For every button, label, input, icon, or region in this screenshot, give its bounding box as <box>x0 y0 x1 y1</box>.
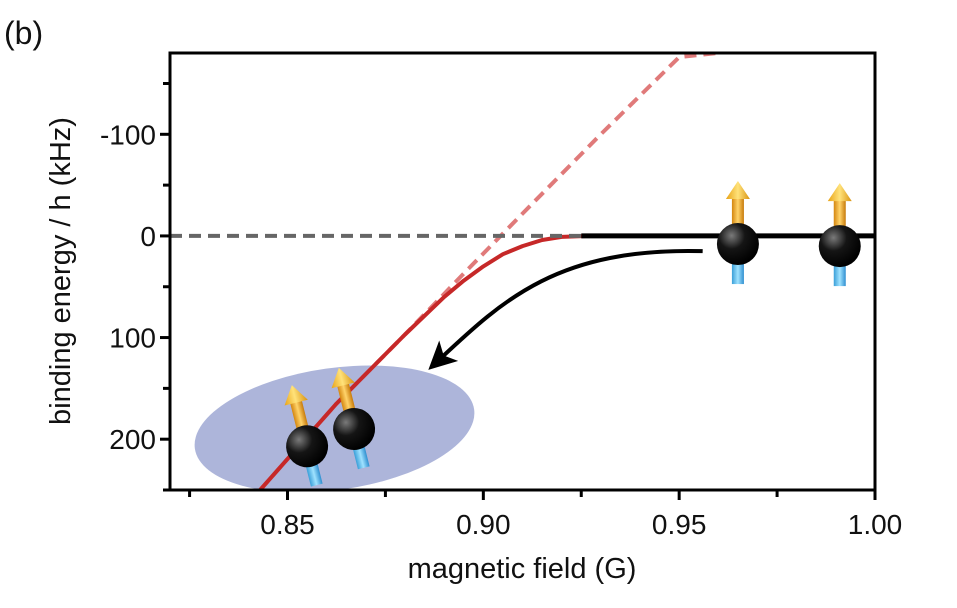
panel-label: (b) <box>4 15 43 51</box>
atom-sphere-3 <box>333 408 376 451</box>
x-tick-label-1: 0.90 <box>456 509 511 540</box>
atom-3 <box>331 367 376 470</box>
atoms-group <box>284 181 861 487</box>
atom-sphere-1 <box>818 225 861 268</box>
spin-arrowhead-1 <box>827 183 852 202</box>
atom-1 <box>818 183 861 287</box>
y-tick-label-1: 0 <box>140 221 156 252</box>
spin-shaft-3 <box>336 380 356 414</box>
transfer-arrow <box>428 249 703 370</box>
spin-shaft-1 <box>833 198 846 229</box>
spin-arrowhead-2 <box>284 385 308 406</box>
series-line-1 <box>258 233 590 490</box>
x-axis-title: magnetic field (G) <box>408 553 637 585</box>
y-tick-label-2: 100 <box>109 323 156 354</box>
plot-frame <box>168 51 877 492</box>
x-ticks: 0.85 0.90 0.95 1.00 <box>188 490 903 540</box>
spin-arrowhead-3 <box>331 367 355 389</box>
x-tick-label-3: 1.00 <box>848 509 903 540</box>
atom-0 <box>716 181 759 285</box>
y-tick-label-3: 200 <box>109 424 156 455</box>
atom-2 <box>284 385 329 487</box>
y-ticks: -100 0 100 200 <box>100 81 170 492</box>
plot-area <box>170 53 875 490</box>
y-axis-title: binding energy / h (kHz) <box>45 117 77 425</box>
spin-arrowhead-0 <box>725 181 750 200</box>
atom-sphere-0 <box>716 223 759 266</box>
spin-shaft-0 <box>731 196 744 227</box>
atom-sphere-2 <box>286 425 329 468</box>
x-tick-label-2: 0.95 <box>652 509 707 540</box>
spin-shaft-2 <box>289 398 309 431</box>
y-tick-label-0: -100 <box>100 119 156 150</box>
x-tick-label-0: 0.85 <box>260 509 315 540</box>
